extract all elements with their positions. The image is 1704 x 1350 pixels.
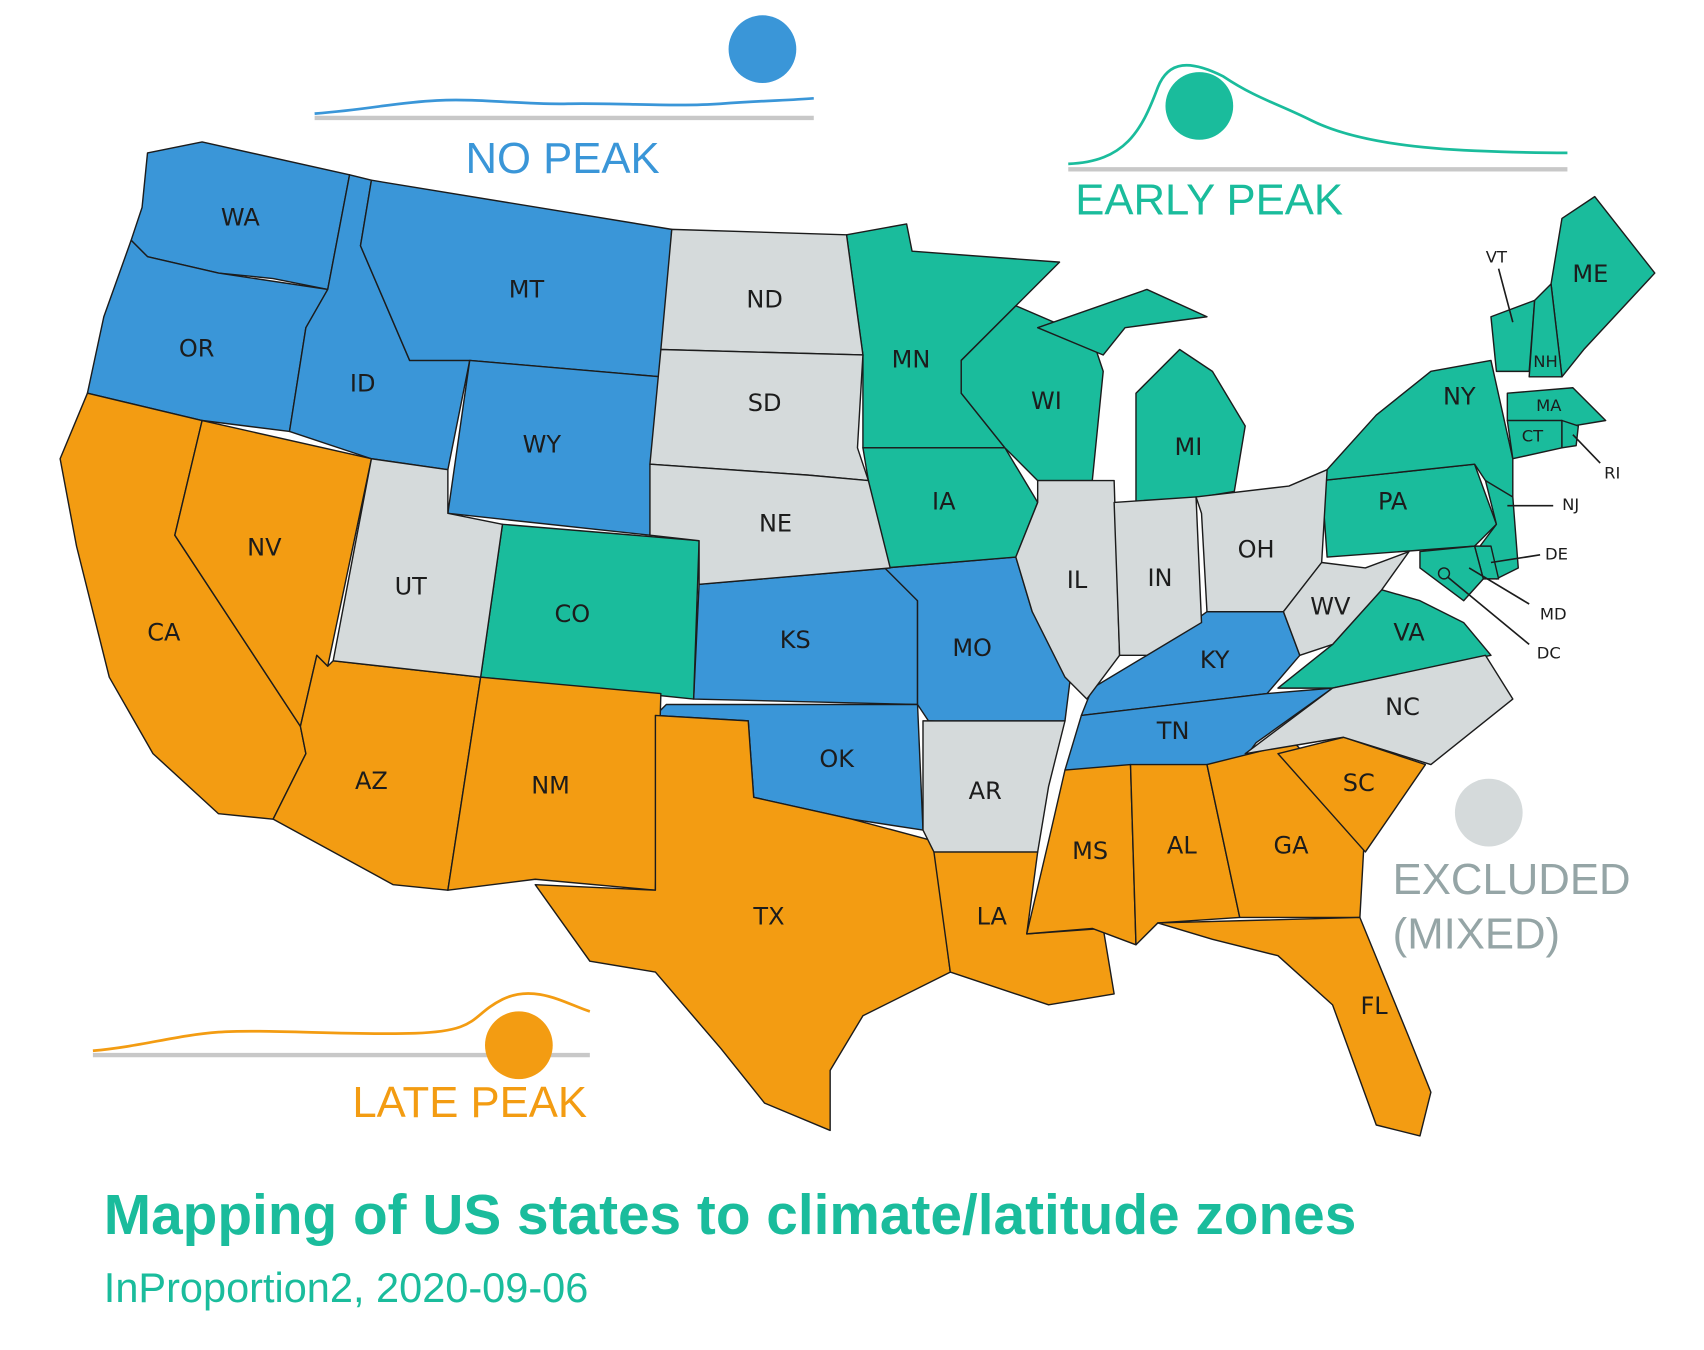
state-label: ID [350,369,376,397]
state-label: AR [969,777,1002,805]
state-shape [649,463,891,586]
state-label: MI [1175,433,1203,461]
state-shape [1157,916,1432,1137]
state-label: OH [1238,535,1275,563]
state-label: AL [1167,831,1197,859]
states-layer [59,141,1656,1137]
legend-curve [314,96,814,115]
state-label: MS [1072,837,1108,865]
state-shape [1320,359,1514,504]
leader-line [1572,434,1601,464]
legend-dot [1165,72,1234,140]
state-shape [1528,283,1563,378]
leader-line [1446,576,1530,646]
state-label: CO [555,600,591,628]
state-label: KS [780,626,811,654]
state-label: OK [819,745,855,773]
leader-line [1490,554,1541,564]
state-shape [1244,654,1514,766]
state-label: MN [892,345,931,373]
state-label: GA [1274,831,1310,859]
state-shape [1277,736,1427,853]
state-shape [1129,763,1241,946]
state-label: WA [221,203,260,231]
state-shape [922,720,1066,853]
labels-layer: WA OR ID MT WY KS OK MO KY TN CO MN IA WI MI PA NY VA ME VT… [147,203,1620,1020]
state-label: MO [952,634,992,662]
state-label: VT [1486,247,1508,266]
state-shape [1561,419,1580,449]
state-shape [1506,387,1607,427]
state-shape [534,714,952,1132]
legend-dot [728,15,797,84]
state-label: NE [759,509,792,537]
legend-dot [485,1011,553,1080]
state-label: TN [1156,717,1190,745]
state-shape [1437,567,1451,580]
state-label: RI [1604,464,1620,483]
state-label: NJ [1562,495,1579,514]
state-shape [1490,299,1536,373]
state-shape [1419,545,1485,602]
state-label: WV [1310,592,1351,620]
legend-layer: NO PEAK EARLY PEAK LATE PEAK EXCLUDED (MIXED… [92,15,1631,1127]
zone-label: EARLY PEAK [1075,176,1343,225]
state-label: MD [1540,604,1567,623]
state-label: NY [1443,383,1476,411]
state-label: VA [1393,618,1425,646]
legend-curve [92,992,591,1053]
state-label: DE [1545,544,1568,563]
leader-line [1497,268,1514,323]
title: Mapping of US states to climate/latitude… [104,1184,1357,1247]
state-label: MA [1536,396,1562,415]
state-label: SC [1343,769,1375,797]
state-label: NH [1533,352,1558,371]
state-shape [1282,550,1410,657]
subtitle: InProportion2, 2020-09-06 [104,1264,589,1311]
state-shape [130,141,351,291]
state-label: ME [1572,260,1608,288]
state-shape [447,676,662,891]
state-label: OR [179,335,215,363]
state-label: KY [1200,646,1230,674]
state-shape [332,458,504,678]
state-label: AZ [355,767,388,795]
state-label: WY [523,431,562,459]
state-label: FL [1360,992,1388,1020]
zone-label: EXCLUDED [1393,855,1631,904]
state-label: NM [531,771,570,799]
state-label: LA [977,902,1008,930]
state-label: CA [147,618,181,646]
state-label: PA [1378,487,1408,515]
state-label: TX [752,902,784,930]
state-label: ND [746,285,782,313]
legend-dot [1454,778,1523,847]
state-label: MT [509,276,545,304]
state-label: SD [748,389,782,417]
state-label: CT [1522,426,1544,445]
state-shape [933,851,1115,1006]
zone-label: LATE PEAK [352,1078,587,1127]
legend-curve [1068,63,1568,166]
state-label: IN [1147,564,1172,592]
state-shape [1135,348,1246,509]
state-label: NV [247,533,282,561]
state-label: IA [932,487,956,515]
state-label: IL [1067,566,1088,594]
state-label: UT [395,573,428,601]
zone-label: NO PEAK [465,134,659,183]
leader-line [1468,567,1530,605]
state-label: DC [1537,644,1561,663]
state-shape [1036,288,1208,356]
state-label: WI [1031,387,1062,415]
zone-label: (MIXED) [1393,910,1560,959]
state-shape [1113,496,1203,657]
state-label: NC [1385,693,1420,721]
